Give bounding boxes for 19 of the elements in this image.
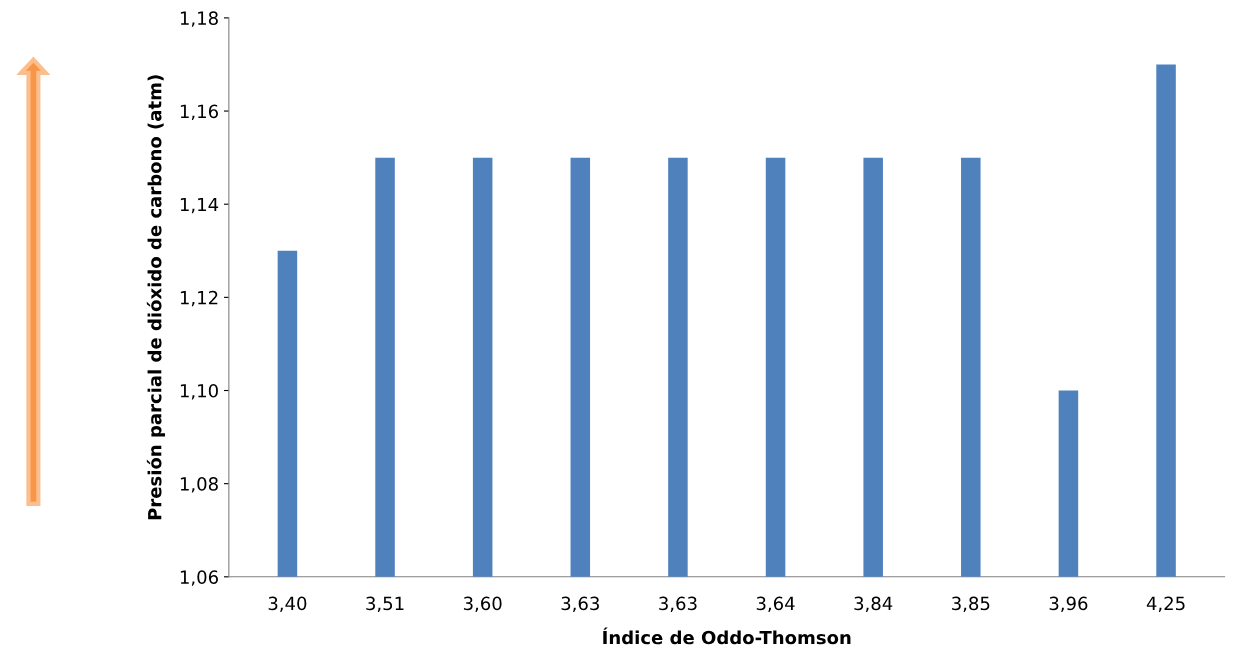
- x-tick-label: 3,84: [854, 596, 893, 613]
- x-tick-label: 3,40: [268, 596, 307, 613]
- y-tick-label: 1,10: [180, 383, 218, 400]
- x-tick-label: 3,63: [659, 596, 697, 613]
- x-tick-label: 3,64: [756, 596, 795, 613]
- y-tick-label: 1,16: [180, 104, 218, 121]
- x-tick-label: 4,25: [1146, 596, 1185, 613]
- y-tick-label: 1,08: [180, 477, 218, 493]
- y-tick-label: 1,18: [180, 11, 218, 27]
- x-tick-label: 3,96: [1049, 596, 1088, 613]
- y-axis-title: Presión parcial de dióxido de carbono (atm): [146, 75, 166, 520]
- x-tick-label: 3,85: [952, 596, 990, 613]
- y-tick-label: 1,12: [180, 290, 218, 307]
- x-tick-label: 3,63: [561, 596, 599, 613]
- y-tick-label: 1,14: [180, 197, 219, 214]
- y-tick-label: 1,06: [180, 570, 218, 586]
- x-tick-label: 3,60: [463, 596, 502, 613]
- x-axis-title: Índice de Oddo-Thomson: [603, 627, 851, 645]
- x-tick-label: 3,51: [366, 596, 404, 613]
